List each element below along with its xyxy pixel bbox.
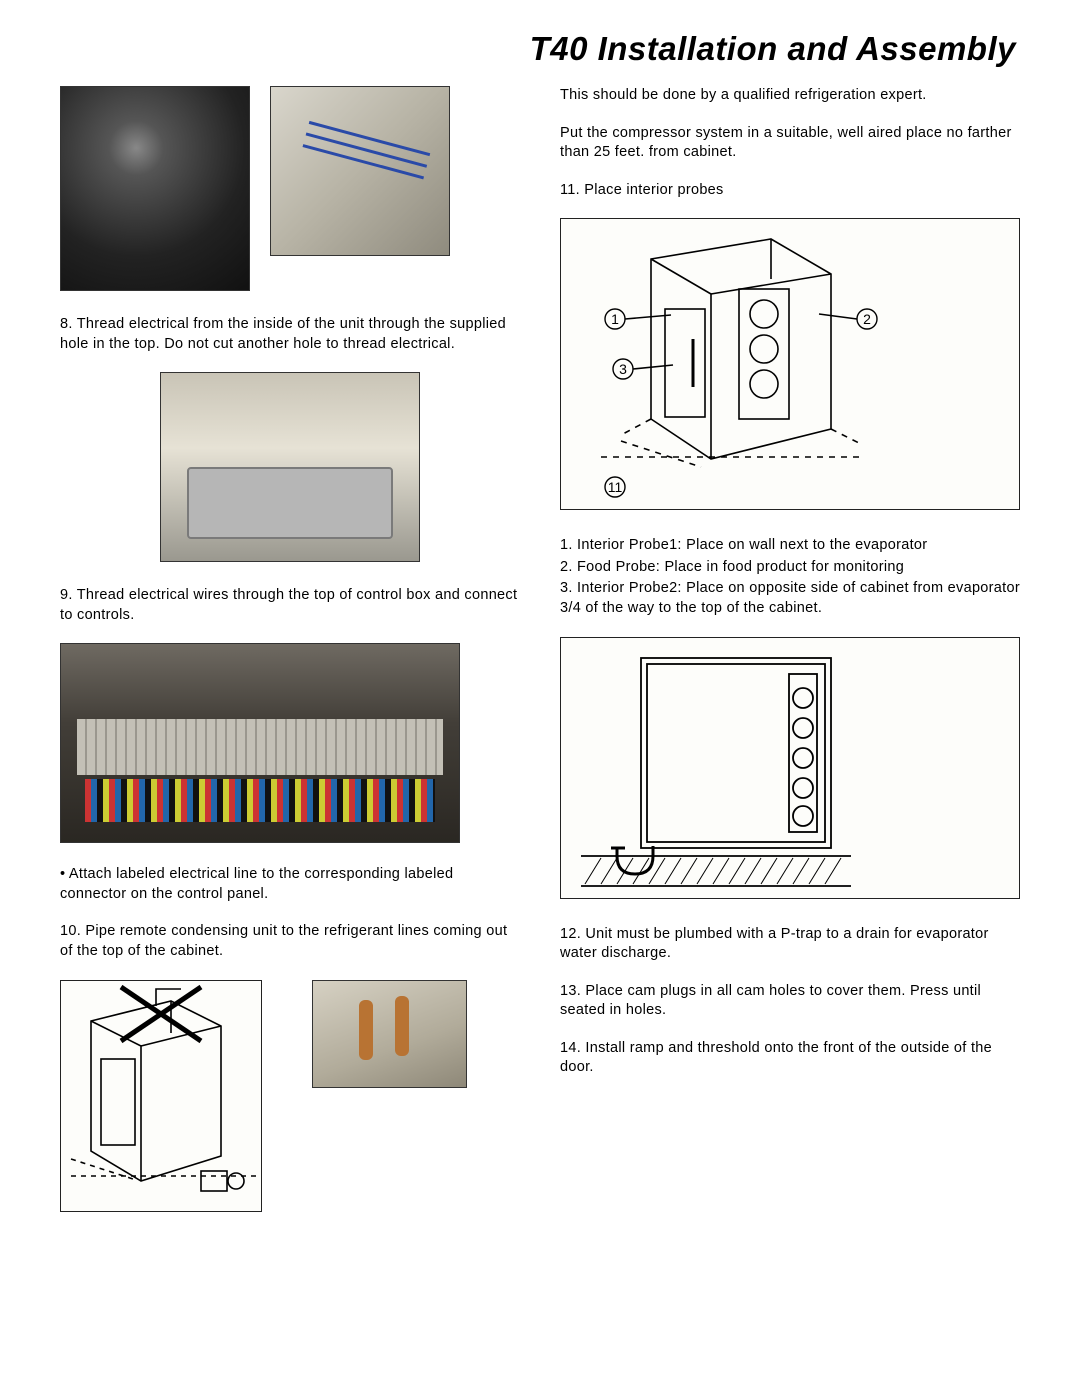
diagram-cabinet-condenser [60,980,262,1212]
photo-wiring-through-hole [60,86,250,291]
step-8-text: 8. Thread electrical from the inside of … [60,315,520,354]
probe-label-1: 1 [611,311,619,327]
photo-refrigerant-lines [312,980,467,1088]
photo-terminal-strip [60,643,460,843]
diagram-interior-probes: 1 2 3 11 [560,218,1020,510]
intro-qualified-expert: This should be done by a qualified refri… [560,86,1020,106]
step-11-text: 11. Place interior probes [560,181,1020,201]
probe-label-2: 2 [863,311,871,327]
step-12-text: 12. Unit must be plumbed with a P-trap t… [560,925,1020,964]
step-9-text: 9. Thread electrical wires through the t… [60,586,520,625]
step-10-text: 10. Pipe remote condensing unit to the r… [60,922,520,961]
attach-labeled-line-bullet: • Attach labeled electrical line to the … [60,865,520,904]
probe-label-3: 3 [619,361,627,377]
step10-figure-row [60,980,520,1212]
step8-photo-row [60,86,520,291]
photo-control-box-top [160,372,420,562]
photo-top-panel-wires [270,86,450,256]
probe-label-11: 11 [608,479,623,495]
content-columns: 8. Thread electrical from the inside of … [60,86,1020,1212]
probe-3-desc: 3. Interior Probe2: Place on opposite si… [560,579,1020,618]
diagram-p-trap [560,637,1020,899]
probe-1-desc: 1. Interior Probe1: Place on wall next t… [560,536,1020,556]
page-title: T40 Installation and Assembly [60,30,1020,68]
probe-2-desc: 2. Food Probe: Place in food product for… [560,558,1020,578]
step-13-text: 13. Place cam plugs in all cam holes to … [560,982,1020,1021]
right-column: This should be done by a qualified refri… [560,86,1020,1212]
left-column: 8. Thread electrical from the inside of … [60,86,520,1212]
intro-compressor-placement: Put the compressor system in a suitable,… [560,124,1020,163]
step-14-text: 14. Install ramp and threshold onto the … [560,1039,1020,1078]
